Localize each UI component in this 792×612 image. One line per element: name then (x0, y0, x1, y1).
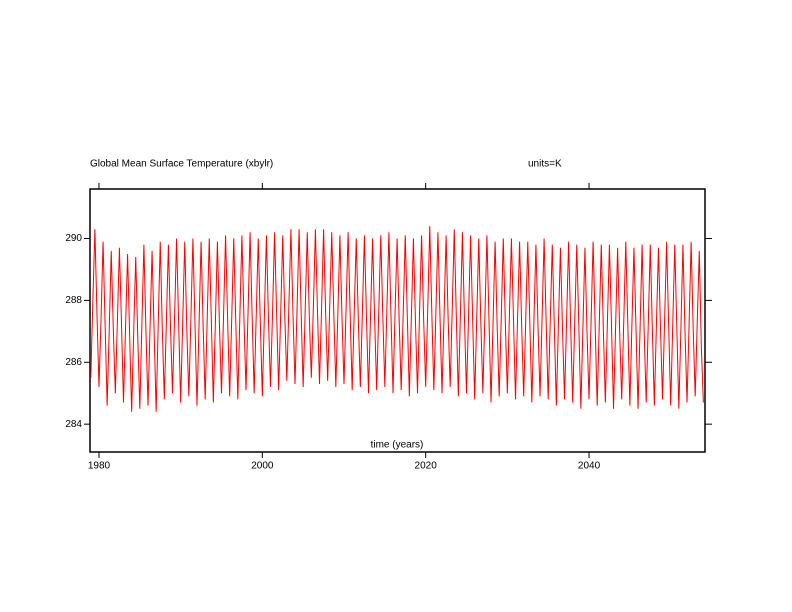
units-label: units=K (528, 159, 562, 170)
chart-title: Global Mean Surface Temperature (xbylr) (90, 159, 273, 170)
y-tick-label: 288 (65, 295, 82, 306)
x-tick-label: 2040 (578, 461, 601, 472)
x-tick-label: 2020 (415, 461, 438, 472)
x-tick-label: 1980 (88, 461, 111, 472)
data-line (90, 226, 704, 412)
x-axis-label: time (years) (371, 440, 424, 451)
x-tick-label: 2000 (251, 461, 274, 472)
plot-frame (89, 188, 706, 453)
y-tick-label: 290 (65, 233, 82, 244)
y-tick-label: 284 (65, 419, 82, 430)
y-tick-label: 286 (65, 357, 82, 368)
